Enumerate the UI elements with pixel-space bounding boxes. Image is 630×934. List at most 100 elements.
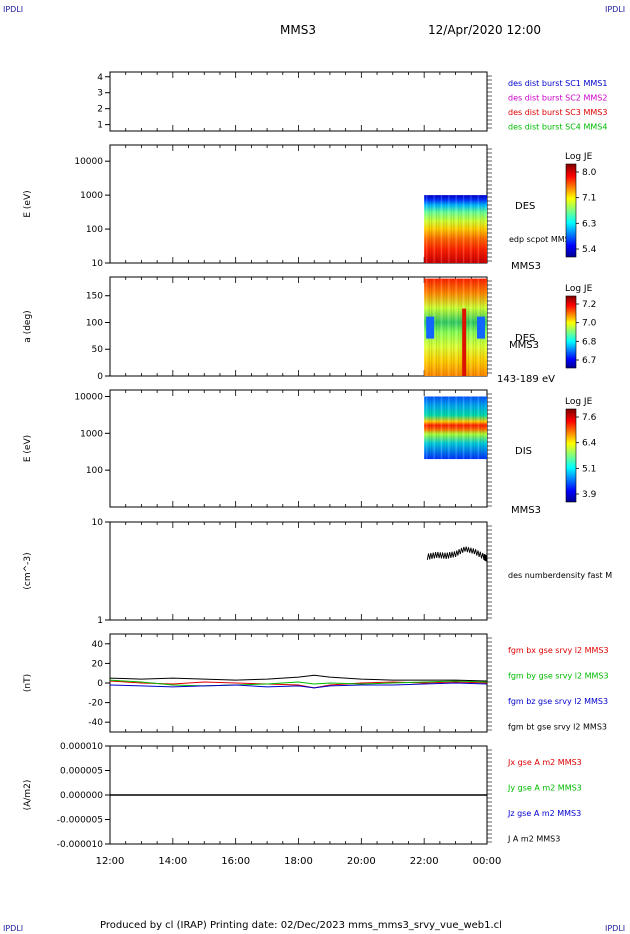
spectrogram-texture: [440, 278, 443, 376]
colorbar-tick-label: 6.4: [582, 439, 597, 449]
spectrogram-texture: [428, 195, 430, 263]
spectrogram-texture: [431, 396, 433, 460]
y-tick-label: 4: [97, 73, 103, 83]
spectrogram-texture: [453, 278, 455, 376]
spectrogram-texture: [426, 396, 428, 460]
mission-title: MMS3: [280, 23, 316, 37]
spectrogram-texture: [467, 195, 470, 263]
legend-entry: fgm bz gse srvy l2 MMS3: [508, 697, 608, 706]
spectrogram-texture: [438, 396, 440, 460]
energy-range-label: 143-189 eV: [497, 374, 555, 385]
y-tick-label: 10: [92, 259, 104, 269]
y-tick-label: -0.000005: [57, 816, 103, 826]
spectrogram-texture: [443, 278, 445, 376]
panel-label-des-pitch: DES: [515, 333, 535, 344]
time-axis-label: 00:00: [473, 856, 502, 867]
time-axis-label: 12:00: [96, 856, 125, 867]
spectrogram-texture: [462, 396, 465, 460]
colorbar-des-pitch: [565, 295, 577, 369]
y-tick-label: 1000: [80, 191, 103, 201]
corner-label-top-left: IPDLI: [3, 5, 23, 14]
spectrogram-texture: [448, 278, 450, 376]
spectrogram-texture: [472, 195, 474, 263]
pitch-blue-patch: [426, 316, 435, 339]
colorbar-tick-label: 7.2: [582, 300, 596, 310]
spectrogram-texture: [458, 396, 460, 460]
colorbar-tick-label: 7.1: [582, 194, 596, 204]
spectrogram-texture: [428, 396, 430, 460]
y-tick-label: 0.000010: [60, 742, 103, 752]
spectrogram-texture: [460, 396, 462, 460]
panel-sublabel-des-energy: edp scpot MMS3: [509, 235, 575, 244]
legend-entry: Jz gse A m2 MMS3: [507, 809, 581, 818]
spectrogram-texture: [470, 278, 472, 376]
y-tick-label: 2: [97, 105, 103, 115]
legend-entry: J A m2 MMS3: [507, 835, 560, 844]
spectrogram-texture: [445, 278, 447, 376]
spectrogram-texture: [472, 396, 474, 460]
legend-entry: des dist burst SC2 MMS2: [508, 94, 607, 103]
spectrogram-texture: [458, 278, 460, 376]
colorbar-tick-label: 6.8: [582, 337, 597, 347]
legend-entry: Jx gse A m2 MMS3: [507, 758, 582, 767]
spectrogram-texture: [475, 195, 477, 263]
y-tick-label: 100: [86, 318, 103, 328]
y-tick-label: 0.000000: [60, 791, 103, 801]
corner-label-top-right: IPDLI: [605, 5, 625, 14]
spectrogram-texture: [462, 195, 465, 263]
spectrogram-texture: [448, 195, 450, 263]
colorbar-tick-label: 7.6: [582, 413, 597, 423]
y-tick-label: 0.000005: [60, 767, 103, 777]
panel-frame-burst: [109, 71, 488, 132]
colorbar-dis-energy: [565, 408, 577, 503]
legend-entry: des numberdensity fast M: [508, 571, 612, 580]
spectrogram-des-pitch: [424, 278, 487, 376]
legend-entry: des dist burst SC4 MMS4: [508, 123, 607, 132]
y-tick-label: 0: [97, 372, 103, 382]
pitch-blue-patch: [477, 316, 485, 339]
spectrogram-texture: [465, 195, 467, 263]
spectrogram-texture: [443, 195, 445, 263]
pitch-streak: [462, 308, 467, 376]
legend-entry: fgm bt gse srvy l2 MMS3: [508, 723, 607, 732]
spectrogram-texture: [435, 278, 438, 376]
spectrogram-texture: [426, 195, 428, 263]
y-tick-label: 100: [86, 466, 103, 476]
spectrogram-texture: [435, 195, 438, 263]
spectrogram-texture: [477, 396, 479, 460]
panel-instrument-dis-energy: MMS3: [511, 505, 541, 516]
y-tick-label: 40: [92, 640, 104, 650]
y-tick-label: 1000: [80, 429, 103, 439]
y-tick-label: -20: [88, 699, 103, 709]
colorbar-tick-label: 6.3: [582, 219, 596, 229]
colorbar-des-energy: [565, 163, 577, 258]
colorbar-tick-label: 8.0: [582, 168, 597, 178]
spectrogram-texture: [445, 195, 447, 263]
spectrogram-texture: [455, 195, 457, 263]
bfield-trace-bt: [109, 674, 488, 682]
spectrogram-texture: [472, 278, 474, 376]
spectrogram-texture: [433, 396, 435, 460]
spectrogram-texture: [440, 195, 443, 263]
y-tick-label: -40: [88, 718, 103, 728]
date-title: 12/Apr/2020 12:00: [428, 23, 541, 37]
colorbar-title-dis-energy: Log JE: [565, 397, 593, 407]
time-axis-label: 22:00: [410, 856, 439, 867]
y-axis-label: E (eV): [23, 435, 33, 462]
panel-label-des-energy: DES: [515, 201, 535, 212]
spectrogram-texture: [440, 396, 443, 460]
legend-entry: Jy gse A m2 MMS3: [507, 784, 582, 793]
spectrogram-texture: [431, 195, 433, 263]
y-axis-label: (nT): [23, 674, 33, 692]
legend-entry: des dist burst SC1 MMS1: [508, 79, 607, 88]
spectrogram-texture: [460, 195, 462, 263]
y-tick-label: -0.000010: [57, 840, 103, 850]
panel-label-dis-energy: DIS: [515, 446, 532, 457]
spectrogram-texture: [458, 195, 460, 263]
density-trace: [426, 546, 488, 562]
colorbar-title-des-pitch: Log JE: [565, 284, 593, 294]
spectrogram-texture: [480, 396, 482, 460]
spectrogram-texture: [453, 396, 455, 460]
colorbar-tick-label: 5.4: [582, 245, 597, 255]
spectrogram-texture: [477, 195, 479, 263]
